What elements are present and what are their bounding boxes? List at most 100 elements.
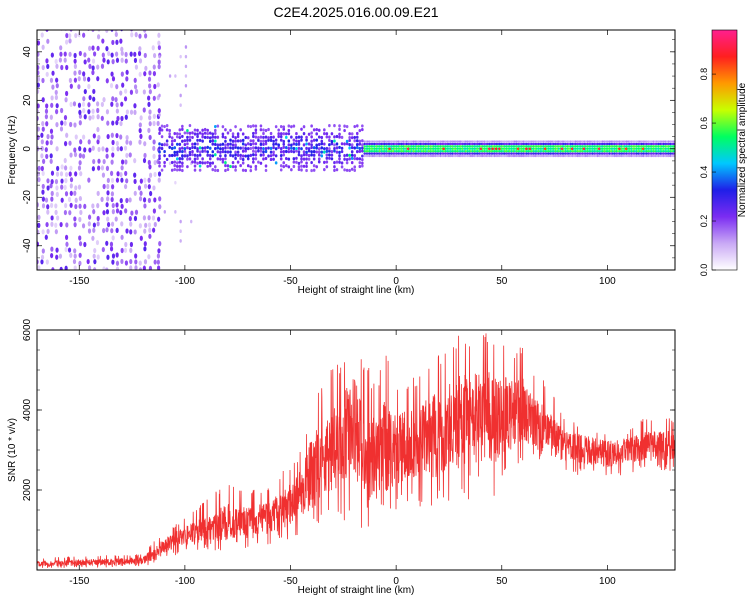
heatmap-cell [86, 258, 90, 265]
heatmap-cell [554, 150, 557, 153]
heatmap-cell [79, 171, 83, 177]
heatmap-cell [500, 145, 503, 148]
heatmap-cell [517, 145, 520, 148]
heatmap-cell [97, 165, 101, 171]
heatmap-cell [542, 145, 545, 148]
heatmap-cell [211, 161, 215, 165]
heatmap-cell [485, 140, 488, 143]
colorbar-tick-label: 0.4 [699, 166, 709, 179]
heatmap-cell [37, 40, 41, 46]
heatmap-cell [50, 170, 55, 176]
heatmap-cell [335, 150, 339, 154]
heatmap-cell [78, 252, 82, 258]
heatmap-cell [133, 51, 137, 57]
heatmap-cell [432, 147, 435, 150]
heatmap-cell [537, 152, 540, 155]
heatmap-cell [350, 132, 354, 136]
heatmap-cell [191, 131, 194, 135]
heatmap-cell [412, 150, 415, 153]
heatmap-cell [365, 154, 368, 158]
heatmap-cell [73, 77, 78, 83]
heatmap-cell [175, 132, 179, 136]
heatmap-cell [616, 154, 619, 158]
heatmap-cell [96, 254, 100, 260]
heatmap-cell [69, 252, 73, 258]
heatmap-cell [474, 142, 477, 146]
heatmap-cell [503, 147, 506, 150]
heatmap-cell [600, 150, 603, 153]
heatmap-cell [45, 103, 49, 109]
heatmap-cell [503, 142, 506, 146]
heatmap-cell [660, 154, 663, 158]
heatmap-cell [432, 154, 435, 158]
heatmap-cell [77, 84, 81, 90]
heatmap-cell [537, 150, 540, 153]
heatmap-cell [325, 153, 329, 157]
y-tick-label: -40 [22, 238, 33, 253]
heatmap-cell [474, 145, 477, 148]
heatmap-cell [91, 114, 95, 120]
heatmap-cell [502, 152, 505, 155]
heatmap-cell [500, 152, 503, 155]
heatmap-cell [111, 253, 116, 259]
heatmap-cell [353, 168, 357, 172]
heatmap-cell [429, 145, 432, 148]
heatmap-cell [564, 152, 567, 155]
heatmap-cell [143, 52, 147, 59]
heatmap-cell [186, 142, 189, 146]
heatmap-cell [431, 145, 434, 148]
heatmap-cell [279, 134, 283, 139]
heatmap-cell [552, 154, 555, 158]
heatmap-cell [302, 143, 306, 147]
heatmap-cell [323, 160, 326, 164]
heatmap-cell [147, 197, 152, 204]
heatmap-cell [193, 146, 197, 150]
heatmap-cell [264, 135, 268, 139]
heatmap-cell [64, 265, 68, 270]
heatmap-cell [81, 101, 86, 107]
heatmap-cell [437, 142, 440, 146]
heatmap-cell [642, 152, 645, 155]
heatmap-cell [175, 153, 179, 157]
heatmap-cell [623, 140, 626, 143]
heatmap-cell [365, 152, 368, 155]
heatmap-cell [507, 142, 510, 146]
heatmap-cell [191, 145, 194, 150]
heatmap-cell [664, 140, 667, 143]
heatmap-cell [229, 142, 232, 146]
heatmap-cell [153, 197, 157, 203]
heatmap-cell [129, 109, 134, 115]
heatmap-cell [415, 150, 418, 153]
heatmap-cell [437, 152, 440, 155]
heatmap-cell [115, 252, 119, 258]
heatmap-cell [630, 150, 633, 153]
heatmap-cell [312, 168, 316, 172]
heatmap-cell [49, 114, 53, 120]
heatmap-cell [111, 139, 115, 146]
heatmap-cell [534, 145, 537, 148]
heatmap-cell [41, 196, 45, 202]
heatmap-cell [522, 140, 525, 143]
heatmap-cell [570, 147, 574, 150]
heatmap-cell [330, 139, 334, 144]
heatmap-cell [219, 143, 222, 147]
heatmap-cell [163, 124, 166, 129]
heatmap-cell [178, 168, 182, 172]
heatmap-cell [586, 145, 589, 148]
heatmap-cell [226, 150, 230, 154]
heatmap-cell [446, 142, 449, 146]
heatmap-cell [654, 147, 657, 150]
heatmap-cell [402, 150, 405, 153]
heatmap-cell [417, 152, 420, 155]
heatmap-cell [461, 140, 464, 143]
heatmap-cell [444, 150, 447, 153]
heatmap-cell [179, 239, 182, 243]
heatmap-cell [100, 196, 104, 202]
heatmap-cell [290, 135, 293, 139]
heatmap-cell [534, 142, 537, 146]
heatmap-cell [219, 150, 222, 154]
heatmap-cell [323, 150, 326, 154]
heatmap-cell [51, 70, 55, 76]
heatmap-cell [453, 140, 456, 143]
heatmap-cell [627, 154, 630, 158]
